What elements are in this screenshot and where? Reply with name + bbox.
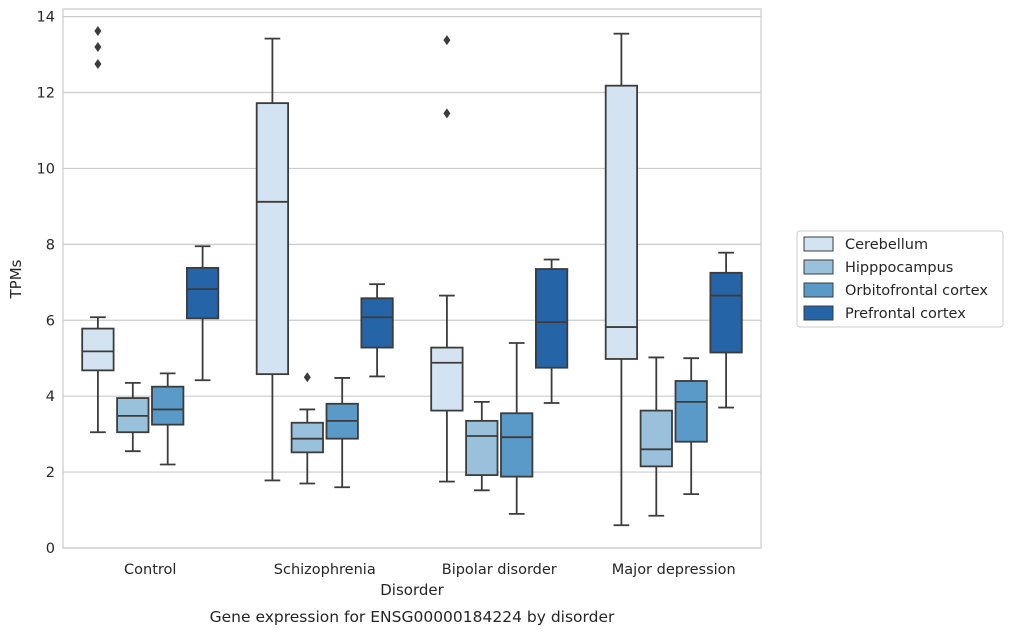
box-body [290,421,324,454]
outlier-point [443,108,451,119]
x-tick-labels: Control Schizophrenia Bipolar disorder Majo… [124,562,736,578]
x-tick-label: Bipolar disorder [442,562,557,578]
y-tick-label: 6 [46,313,55,329]
legend-label: Cerebellum [845,237,928,253]
box-body [151,385,185,426]
y-tick-label: 10 [37,161,55,177]
box-prefrontal-cortex [360,283,394,378]
legend-swatch [803,259,834,275]
box-hipppocampus [116,381,150,453]
chart-caption: Gene expression for ENSG00000184224 by d… [210,608,615,626]
box-orbitofrontal-cortex [325,377,359,489]
box-cerebellum [255,37,290,482]
box-cerebellum [430,35,464,483]
outlier-point [443,35,451,46]
legend-swatch [803,282,834,298]
y-tick-label: 2 [46,465,55,481]
y-tick-label: 12 [37,86,55,102]
y-tick-label: 4 [46,389,55,405]
legend: Cerebellum Hipppocampus Orbitofrontal cort… [796,230,1004,328]
y-tick-label: 14 [37,10,55,26]
box-orbitofrontal-cortex [500,342,534,515]
plot-frame [62,8,762,549]
legend-swatch [803,305,834,321]
box-prefrontal-cortex [534,258,569,404]
box-cerebellum [604,32,639,527]
box-prefrontal-cortex [709,251,743,409]
outlier-point [94,59,102,70]
box-orbitofrontal-cortex [151,372,185,466]
x-axis-label: Disorder [380,581,444,599]
box-cerebellum [81,26,115,434]
box-prefrontal-cortex [185,245,220,382]
box-body [360,297,394,349]
legend-swatch [803,236,834,252]
legend-label: Prefrontal cortex [845,306,966,322]
box-body [81,327,115,372]
x-tick-label: Control [124,562,176,578]
box-hipppocampus [465,400,499,492]
y-axis-label: TPMs [7,259,25,299]
box-body [534,268,569,369]
box-hipppocampus [639,356,673,517]
box-body [185,266,220,320]
box-body [639,409,673,468]
box-body [465,419,499,477]
outlier-point [94,41,102,52]
box-body [604,84,639,360]
legend-label: Orbitofrontal cortex [845,283,988,299]
box-orbitofrontal-cortex [674,357,708,496]
legend-frame [796,230,1004,328]
outlier-point [94,26,102,37]
box-body [500,412,534,478]
legend-label: Hipppocampus [845,260,953,276]
box-body [674,380,708,443]
x-tick-label: Major depression [612,562,736,578]
box-body [255,102,290,376]
box-hipppocampus [290,372,324,485]
x-tick-label: Schizophrenia [274,562,376,578]
box-body [430,346,464,412]
y-tick-label: 0 [46,541,55,557]
outlier-point [303,372,311,383]
box-series [81,26,743,527]
y-tick-label: 8 [46,237,55,253]
y-tick-labels: 0 2 4 6 8 10 12 14 [37,10,55,557]
box-body [709,271,743,354]
